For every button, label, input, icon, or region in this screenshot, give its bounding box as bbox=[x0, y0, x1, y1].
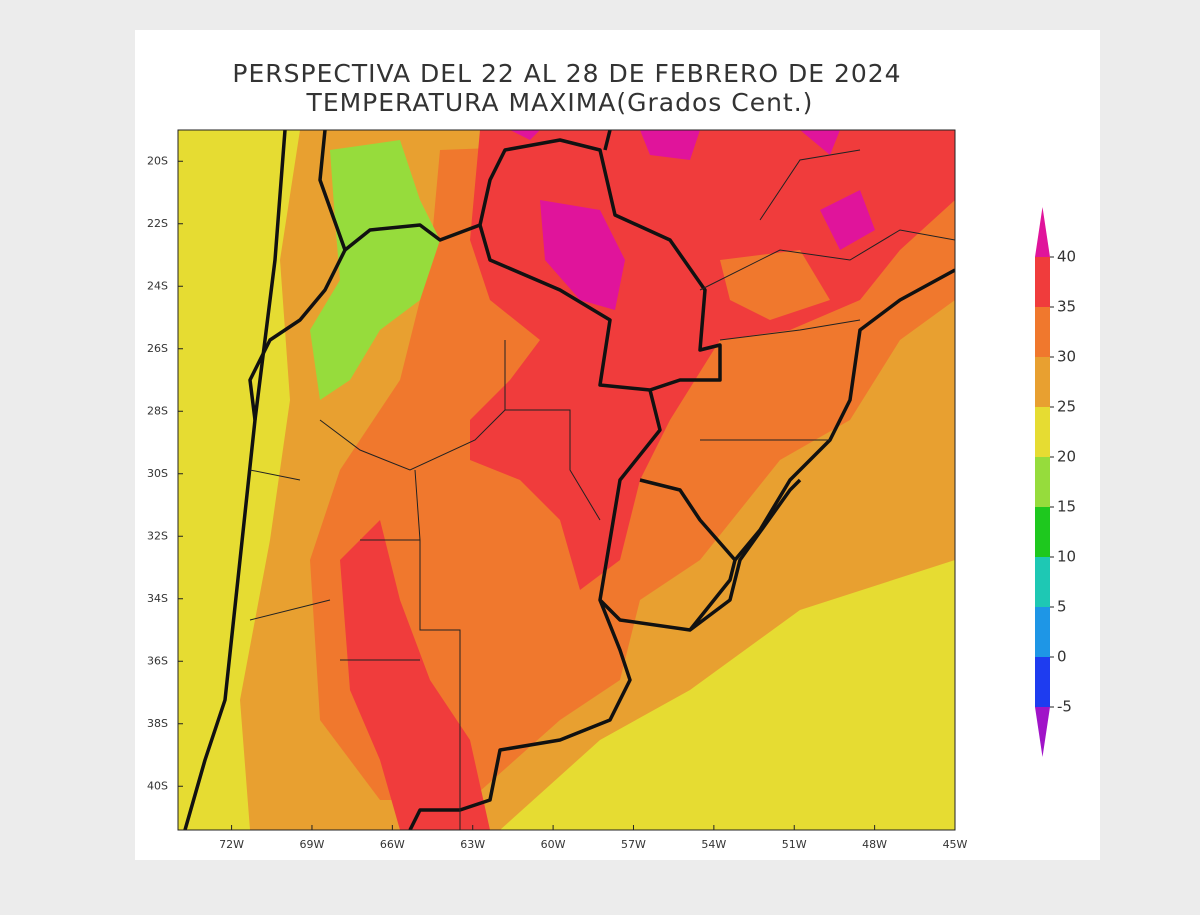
colorbar-label: -5 bbox=[1057, 698, 1072, 716]
coastline bbox=[248, 249, 955, 830]
lat-label: 26S bbox=[147, 342, 168, 355]
lon-label: 72W bbox=[219, 838, 244, 851]
colorbar-label: 10 bbox=[1057, 548, 1076, 566]
lat-label: 20S bbox=[147, 154, 168, 167]
colorbar-segment bbox=[1035, 657, 1050, 707]
colorbar-segment bbox=[1035, 557, 1050, 607]
lat-label: 34S bbox=[147, 592, 168, 605]
colorbar-segment bbox=[1035, 357, 1050, 407]
field-35-40 bbox=[340, 520, 490, 830]
border-line bbox=[598, 130, 802, 632]
colorbar-below bbox=[1035, 707, 1050, 757]
lon-label: 60W bbox=[541, 838, 566, 851]
colorbar-label: 25 bbox=[1057, 398, 1076, 416]
field-30-35 bbox=[720, 250, 830, 320]
lon-label: 45W bbox=[943, 838, 968, 851]
lat-label: 32S bbox=[147, 529, 168, 542]
temperature-field bbox=[178, 130, 955, 830]
field-above-40 bbox=[540, 200, 625, 310]
lat-label: 38S bbox=[147, 717, 168, 730]
colorbar-label: 20 bbox=[1057, 448, 1076, 466]
lat-label: 30S bbox=[147, 467, 168, 480]
lat-label: 40S bbox=[147, 779, 168, 792]
field-20-25 bbox=[600, 570, 955, 830]
lon-label: 51W bbox=[782, 838, 807, 851]
borders bbox=[183, 130, 955, 830]
field-15-20 bbox=[310, 140, 440, 400]
field-20-25 bbox=[178, 130, 240, 830]
colorbar-segment bbox=[1035, 307, 1050, 357]
colorbar-label: 30 bbox=[1057, 348, 1076, 366]
border-line bbox=[318, 130, 722, 392]
lon-label: 66W bbox=[380, 838, 405, 851]
colorbar-segment bbox=[1035, 607, 1050, 657]
lat-label: 36S bbox=[147, 654, 168, 667]
lon-label: 69W bbox=[300, 838, 325, 851]
border-line bbox=[183, 130, 287, 830]
colorbar-segment bbox=[1035, 507, 1050, 557]
colorbar-above bbox=[1035, 207, 1050, 257]
colorbar-segment bbox=[1035, 407, 1050, 457]
province-line bbox=[249, 149, 955, 830]
field-above-40 bbox=[510, 130, 875, 250]
colorbar-label: 15 bbox=[1057, 498, 1076, 516]
lat-label: 22S bbox=[147, 217, 168, 230]
lat-label: 28S bbox=[147, 404, 168, 417]
lon-label: 63W bbox=[460, 838, 485, 851]
plot-frame bbox=[177, 129, 956, 831]
lat-label: 24S bbox=[147, 279, 168, 292]
colorbar-label: 40 bbox=[1057, 248, 1076, 266]
colorbar-segment bbox=[1035, 257, 1050, 307]
title-line: TEMPERATURA MAXIMA(Grados Cent.) bbox=[306, 88, 814, 117]
lon-label: 48W bbox=[862, 838, 887, 851]
colorbar-label: 35 bbox=[1057, 298, 1076, 316]
title-line: PERSPECTIVA DEL 22 AL 28 DE FEBRERO DE 2… bbox=[232, 59, 901, 88]
colorbar-label: 5 bbox=[1057, 598, 1067, 616]
lon-label: 57W bbox=[621, 838, 646, 851]
colorbar-segment bbox=[1035, 457, 1050, 507]
lon-label: 54W bbox=[701, 838, 726, 851]
colorbar-label: 0 bbox=[1057, 648, 1067, 666]
